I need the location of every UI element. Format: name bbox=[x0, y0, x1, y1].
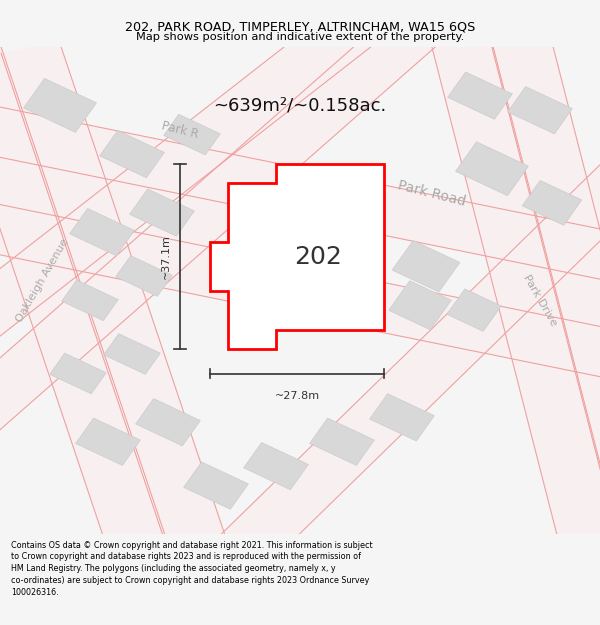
Polygon shape bbox=[70, 209, 134, 256]
Text: Map shows position and indicative extent of the property.: Map shows position and indicative extent… bbox=[136, 32, 464, 43]
Polygon shape bbox=[130, 189, 194, 236]
Polygon shape bbox=[0, 0, 472, 463]
Text: Park Road: Park Road bbox=[397, 178, 467, 208]
Polygon shape bbox=[279, 208, 345, 276]
Polygon shape bbox=[0, 96, 600, 290]
Text: Oakleigh Avenue: Oakleigh Avenue bbox=[14, 238, 70, 324]
Polygon shape bbox=[421, 0, 600, 588]
Polygon shape bbox=[100, 131, 164, 178]
Polygon shape bbox=[23, 78, 97, 132]
Polygon shape bbox=[370, 394, 434, 441]
Polygon shape bbox=[62, 280, 118, 321]
Polygon shape bbox=[0, 0, 411, 367]
Text: ~37.1m: ~37.1m bbox=[161, 234, 171, 279]
Polygon shape bbox=[244, 442, 308, 490]
Text: Contains OS data © Crown copyright and database right 2021. This information is : Contains OS data © Crown copyright and d… bbox=[11, 541, 373, 597]
Polygon shape bbox=[116, 256, 172, 296]
Polygon shape bbox=[164, 114, 220, 155]
Text: Park R: Park R bbox=[160, 119, 200, 141]
Polygon shape bbox=[187, 129, 600, 599]
Polygon shape bbox=[76, 418, 140, 466]
Polygon shape bbox=[447, 289, 501, 331]
Polygon shape bbox=[104, 334, 160, 374]
Text: ~639m²/~0.158ac.: ~639m²/~0.158ac. bbox=[214, 96, 386, 114]
Polygon shape bbox=[448, 72, 512, 119]
Polygon shape bbox=[0, 41, 179, 589]
Text: 202, PARK ROAD, TIMPERLEY, ALTRINCHAM, WA15 6QS: 202, PARK ROAD, TIMPERLEY, ALTRINCHAM, W… bbox=[125, 20, 475, 33]
Polygon shape bbox=[508, 87, 572, 134]
Polygon shape bbox=[184, 462, 248, 509]
Polygon shape bbox=[210, 164, 384, 349]
Polygon shape bbox=[0, 194, 600, 388]
Polygon shape bbox=[455, 142, 529, 196]
Polygon shape bbox=[389, 281, 451, 330]
Polygon shape bbox=[522, 181, 582, 225]
Polygon shape bbox=[392, 241, 460, 292]
Polygon shape bbox=[481, 0, 600, 588]
Polygon shape bbox=[310, 418, 374, 466]
Text: Park Drive: Park Drive bbox=[521, 273, 559, 328]
Text: ~27.8m: ~27.8m bbox=[274, 391, 320, 401]
Text: 202: 202 bbox=[294, 244, 342, 269]
Polygon shape bbox=[50, 353, 106, 394]
Polygon shape bbox=[136, 399, 200, 446]
Polygon shape bbox=[1, 41, 239, 589]
